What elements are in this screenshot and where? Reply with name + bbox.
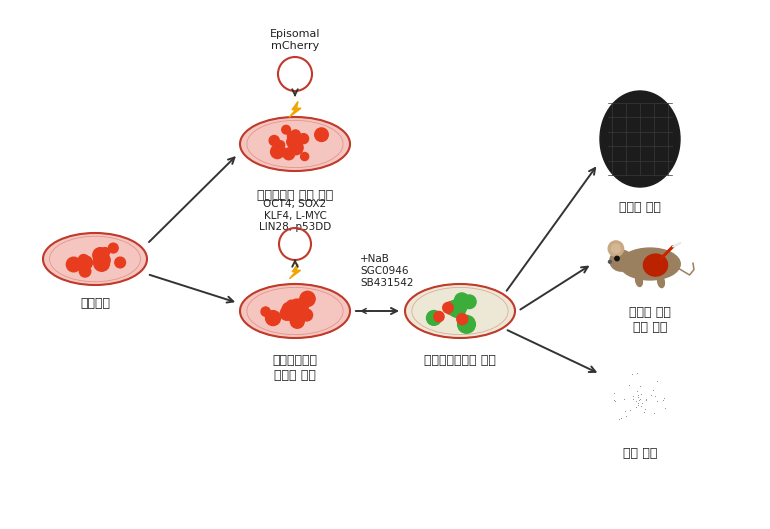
Ellipse shape [658,276,665,288]
Ellipse shape [610,250,633,271]
Circle shape [66,257,81,272]
Circle shape [94,253,108,267]
Circle shape [95,253,110,268]
Circle shape [115,257,126,268]
Polygon shape [289,102,301,117]
Circle shape [79,254,89,265]
Ellipse shape [600,91,680,187]
Circle shape [454,300,467,313]
Circle shape [448,299,466,317]
Text: 전기천공법 조건 확립: 전기천공법 조건 확립 [257,189,333,202]
Circle shape [280,307,293,320]
Text: 역분화줄기세포 생산: 역분화줄기세포 생산 [424,354,496,367]
Circle shape [608,260,611,263]
Circle shape [457,314,468,325]
Circle shape [300,291,315,306]
Ellipse shape [240,117,350,171]
Circle shape [290,130,300,140]
Circle shape [94,256,109,271]
Text: Episomal
mCherry: Episomal mCherry [270,29,320,51]
Circle shape [79,266,91,277]
Circle shape [290,138,298,146]
Ellipse shape [644,254,668,276]
Circle shape [427,311,441,325]
Circle shape [463,295,476,308]
Circle shape [270,135,280,145]
Circle shape [276,141,285,149]
Circle shape [611,244,621,253]
Circle shape [608,241,624,256]
Text: 공여세포: 공여세포 [80,297,110,310]
Circle shape [261,307,270,316]
Text: 유전자 발현: 유전자 발현 [619,201,661,214]
Circle shape [286,136,299,148]
Circle shape [287,303,298,314]
Circle shape [283,305,299,320]
Ellipse shape [240,284,350,338]
Circle shape [101,248,109,257]
Circle shape [286,300,296,310]
Circle shape [93,248,108,262]
Circle shape [604,363,676,435]
Circle shape [299,134,309,144]
Circle shape [270,145,284,159]
Circle shape [300,152,309,160]
Circle shape [82,257,92,267]
Circle shape [301,309,313,321]
Circle shape [282,125,290,134]
Circle shape [295,299,306,311]
Circle shape [434,312,444,322]
Circle shape [614,256,619,261]
Ellipse shape [620,248,680,280]
Circle shape [292,299,301,308]
Text: OCT4, SOX2
KLF4, L-MYC
LIN28, p53DD: OCT4, SOX2 KLF4, L-MYC LIN28, p53DD [259,199,331,232]
Ellipse shape [43,233,147,285]
Circle shape [79,256,92,269]
Polygon shape [290,264,300,279]
Ellipse shape [635,275,642,287]
Circle shape [282,302,297,317]
Circle shape [445,302,458,315]
Circle shape [443,303,454,313]
Ellipse shape [405,284,515,338]
Circle shape [290,141,303,154]
Circle shape [276,146,286,155]
Circle shape [283,148,295,160]
Text: +NaB
SGC0946
SB431542: +NaB SGC0946 SB431542 [360,254,413,288]
Text: 리프로그래밍
유전자 도입: 리프로그래밍 유전자 도입 [273,354,317,382]
Text: 기형종 생성
여부 확인: 기형종 생성 여부 확인 [629,306,671,334]
Circle shape [315,128,328,141]
Circle shape [266,311,280,325]
Circle shape [454,293,469,307]
Circle shape [287,132,296,141]
Circle shape [290,314,304,328]
Circle shape [298,308,309,318]
Circle shape [95,250,106,261]
Circle shape [457,315,475,333]
Circle shape [293,301,308,317]
Text: 핵형 분석: 핵형 분석 [623,447,657,460]
Circle shape [109,243,118,253]
